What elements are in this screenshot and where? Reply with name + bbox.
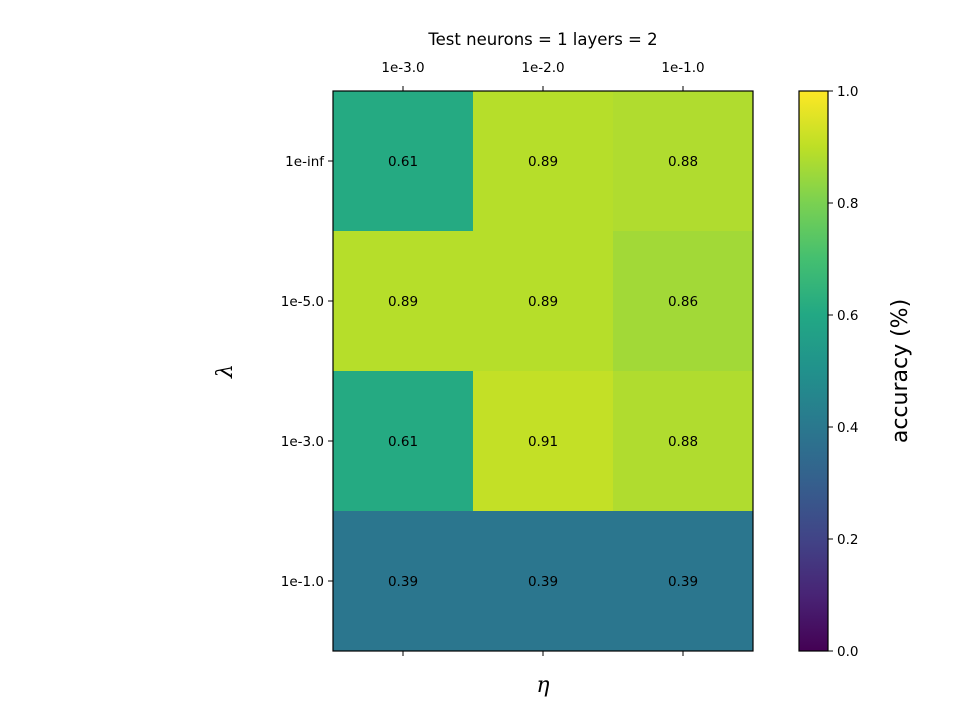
heatmap-cell	[473, 231, 614, 372]
colorbar-tick-label: 1.0	[837, 84, 858, 100]
colorbar-ticks: 0.0 0.2 0.4 0.6 0.8 1.0	[828, 84, 858, 660]
colorbar-frame	[798, 90, 829, 652]
colorbar-tick-label: 0.8	[837, 196, 858, 212]
colorbar-tick-label: 0.6	[837, 308, 858, 324]
cell-value-label: 0.89	[388, 294, 418, 310]
cell-value-label: 0.39	[388, 574, 418, 590]
cell-value-label: 0.88	[668, 154, 698, 170]
x-tick-label: 1e-1.0	[661, 60, 704, 76]
x-axis-label: η	[536, 673, 549, 698]
cell-value-label: 0.86	[668, 294, 698, 310]
chart-title: Test neurons = 1 layers = 2	[427, 30, 657, 49]
cell-value-label: 0.89	[528, 154, 558, 170]
colorbar-tick-label: 0.4	[837, 420, 858, 436]
cell-value-label: 0.39	[668, 574, 698, 590]
cell-value-label: 0.88	[668, 434, 698, 450]
cell-value-label: 0.61	[388, 434, 418, 450]
heatmap-cells	[333, 91, 754, 652]
heatmap-cell	[473, 91, 614, 232]
colorbar-tick-label: 0.2	[837, 532, 858, 548]
colorbar	[799, 91, 828, 651]
x-tick-label: 1e-2.0	[521, 60, 564, 76]
y-tick-label: 1e-1.0	[281, 574, 324, 590]
y-axis-ticks: 1e-inf 1e-5.0 1e-3.0 1e-1.0	[281, 154, 333, 590]
heatmap-cell	[613, 231, 754, 372]
cell-value-label: 0.61	[388, 154, 418, 170]
y-tick-label: 1e-5.0	[281, 294, 324, 310]
x-tick-label: 1e-3.0	[381, 60, 424, 76]
y-tick-label: 1e-inf	[285, 154, 325, 170]
y-tick-label: 1e-3.0	[281, 434, 324, 450]
heatmap-cell	[473, 511, 614, 652]
heatmap-cell	[333, 511, 474, 652]
cell-value-label: 0.89	[528, 294, 558, 310]
heatmap-cell	[613, 371, 754, 512]
heatmap-cell	[333, 231, 474, 372]
heatmap-cell	[473, 371, 614, 512]
colorbar-label: accuracy (%)	[888, 299, 913, 443]
heatmap-cell	[613, 511, 754, 652]
heatmap-cell	[333, 371, 474, 512]
y-axis-label: λ	[213, 364, 238, 379]
x-axis-ticks: 1e-3.0 1e-2.0 1e-1.0	[381, 60, 705, 656]
colorbar-tick-label: 0.0	[837, 644, 858, 660]
cell-value-label: 0.91	[528, 434, 558, 450]
heatmap-cell	[333, 91, 474, 232]
heatmap-cell-labels: 0.61 0.89 0.88 0.89 0.89 0.86 0.61 0.91 0.88 0.39…	[388, 154, 698, 590]
heatmap-cell	[613, 91, 754, 232]
cell-value-label: 0.39	[528, 574, 558, 590]
